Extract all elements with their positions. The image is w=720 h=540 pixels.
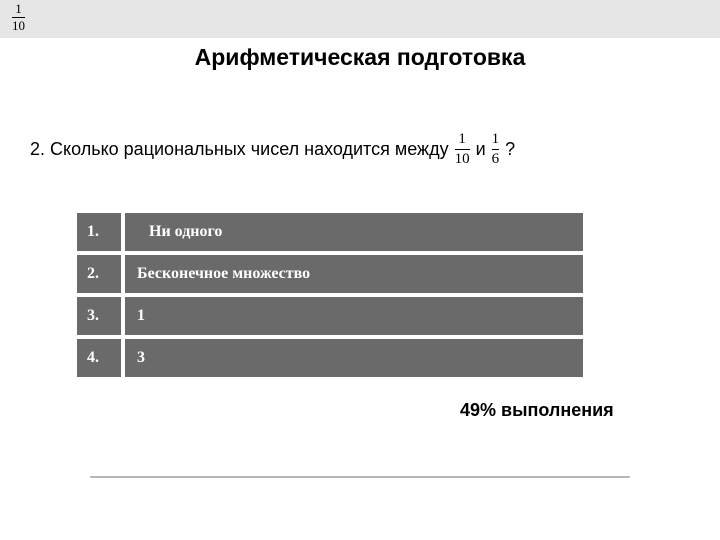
completion-text: 49% выполнения (460, 400, 614, 421)
question: 2. Сколько рациональных чисел находится … (30, 131, 720, 167)
page-title: Арифметическая подготовка (0, 44, 720, 71)
fraction-den: 6 (492, 151, 500, 168)
answer-text: 3 (123, 337, 585, 379)
answer-number: 3. (75, 295, 123, 337)
answer-number: 1. (75, 211, 123, 253)
fraction-bar (455, 149, 470, 150)
answer-text: Бесконечное множество (123, 253, 585, 295)
fraction-den: 10 (455, 151, 470, 168)
top-fraction-num: 1 (15, 2, 22, 16)
fraction-num: 1 (458, 131, 466, 148)
top-fraction: 1 10 (12, 2, 25, 32)
question-connector: и (476, 139, 486, 160)
answers-table: 1. Ни одного 2. Бесконечное множество 3.… (75, 211, 585, 379)
answer-text: 1 (123, 295, 585, 337)
answer-number: 2. (75, 253, 123, 295)
fraction-num: 1 (492, 131, 500, 148)
top-band: 1 10 (0, 0, 720, 38)
answer-number: 4. (75, 337, 123, 379)
answer-text: Ни одного (123, 211, 585, 253)
question-suffix: ? (505, 139, 515, 160)
question-prefix: 2. Сколько рациональных чисел находится … (30, 139, 449, 160)
table-row: 2. Бесконечное множество (75, 253, 585, 295)
fraction-bar (492, 149, 500, 150)
table-row: 1. Ни одного (75, 211, 585, 253)
bottom-rule (90, 476, 630, 478)
top-fraction-den: 10 (12, 19, 25, 33)
table-row: 3. 1 (75, 295, 585, 337)
question-fraction-1: 1 10 (455, 131, 470, 167)
table-row: 4. 3 (75, 337, 585, 379)
question-fraction-2: 1 6 (492, 131, 500, 167)
